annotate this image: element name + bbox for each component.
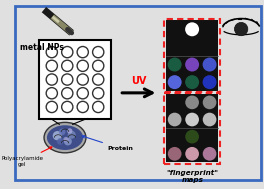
Text: "fingerprint"
maps: "fingerprint" maps xyxy=(167,170,219,183)
Text: UV: UV xyxy=(131,76,146,86)
Circle shape xyxy=(77,101,88,113)
Circle shape xyxy=(203,147,216,161)
Circle shape xyxy=(234,22,248,36)
Circle shape xyxy=(93,101,104,113)
Circle shape xyxy=(46,60,57,71)
Circle shape xyxy=(62,101,73,113)
Ellipse shape xyxy=(44,122,86,153)
Circle shape xyxy=(77,46,88,58)
Circle shape xyxy=(46,88,57,99)
Circle shape xyxy=(77,74,88,85)
Circle shape xyxy=(185,130,199,143)
Circle shape xyxy=(202,22,216,36)
Text: metal NPs: metal NPs xyxy=(20,43,64,52)
Circle shape xyxy=(185,22,199,36)
Circle shape xyxy=(203,130,216,143)
Circle shape xyxy=(202,75,216,89)
Circle shape xyxy=(168,75,182,89)
Circle shape xyxy=(62,60,73,71)
Circle shape xyxy=(93,88,104,99)
Circle shape xyxy=(185,95,199,109)
Bar xyxy=(164,19,220,93)
Circle shape xyxy=(63,137,69,142)
Circle shape xyxy=(168,58,182,71)
Bar xyxy=(164,92,220,164)
Circle shape xyxy=(53,131,62,140)
Circle shape xyxy=(62,46,73,58)
Text: Polyacrylamide
gel: Polyacrylamide gel xyxy=(1,147,52,167)
Circle shape xyxy=(203,95,216,109)
Circle shape xyxy=(77,60,88,71)
Circle shape xyxy=(93,74,104,85)
Circle shape xyxy=(185,147,199,161)
Circle shape xyxy=(46,101,57,113)
Circle shape xyxy=(168,130,182,143)
Circle shape xyxy=(185,58,199,71)
Circle shape xyxy=(93,46,104,58)
Bar xyxy=(39,40,111,119)
Circle shape xyxy=(168,95,182,109)
Circle shape xyxy=(59,129,65,135)
Circle shape xyxy=(64,137,72,145)
Circle shape xyxy=(168,113,182,126)
Circle shape xyxy=(62,88,73,99)
Circle shape xyxy=(168,22,182,36)
Circle shape xyxy=(62,74,73,85)
Circle shape xyxy=(77,88,88,99)
Circle shape xyxy=(168,147,182,161)
Ellipse shape xyxy=(47,125,83,150)
Bar xyxy=(166,20,218,91)
Text: Protein: Protein xyxy=(82,136,134,151)
Circle shape xyxy=(46,46,57,58)
Circle shape xyxy=(46,74,57,85)
Circle shape xyxy=(202,40,216,54)
Circle shape xyxy=(185,113,199,126)
Circle shape xyxy=(202,58,216,71)
Circle shape xyxy=(168,40,182,54)
Circle shape xyxy=(185,75,199,89)
Circle shape xyxy=(185,40,199,54)
Circle shape xyxy=(68,131,76,139)
Circle shape xyxy=(93,60,104,71)
Bar xyxy=(166,94,218,162)
Circle shape xyxy=(67,128,72,134)
Circle shape xyxy=(57,138,64,145)
Circle shape xyxy=(203,113,216,126)
